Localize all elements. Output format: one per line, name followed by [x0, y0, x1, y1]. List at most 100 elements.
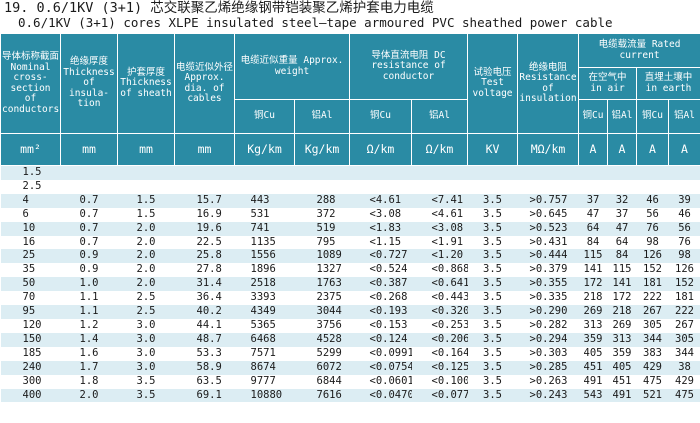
table-cell: 0.7: [60, 221, 118, 236]
table-cell: >0.290: [517, 305, 579, 319]
table-cell: 2.0: [117, 277, 175, 292]
table-cell: 429: [668, 374, 700, 389]
table-cell: 8674: [234, 360, 295, 375]
header-air-cu: 铜Cu: [578, 99, 609, 134]
table-row: 2.5: [0, 179, 700, 194]
table-cell: [411, 165, 468, 180]
header-insulation-resistance: 绝缘电阻 Resistance of insulation: [517, 33, 580, 134]
table-cell: <1.83: [349, 221, 412, 236]
table-cell: <0.868: [411, 263, 468, 278]
unit-cell: Kg/km: [234, 133, 295, 166]
table-cell: 2375: [294, 291, 350, 306]
table-cell: 2.5: [117, 291, 175, 306]
table-cell: 2.5: [117, 305, 175, 319]
table-cell: 50: [0, 277, 61, 292]
table-cell: 40.2: [174, 305, 235, 319]
table-cell: 172: [578, 277, 608, 292]
units-row: mm² mm mm mm Kg/km Kg/km Ω/km Ω/km KV MΩ/km A A A A: [0, 133, 700, 166]
table-cell: 70: [0, 291, 61, 306]
table-cell: 3.5: [467, 249, 518, 264]
table-cell: 32: [607, 193, 637, 208]
table-cell: [607, 179, 637, 194]
table-cell: 3.0: [117, 318, 175, 333]
table-cell: <0.164: [411, 346, 468, 361]
table-row: 10 0.7 2.0 19.6 741 519 <1.83 <3.08 3.5 >0.523 64 4…: [0, 221, 700, 236]
table-cell: <1.91: [411, 235, 468, 250]
table-cell: 7571: [234, 346, 295, 361]
table-cell: 1.0: [60, 277, 118, 292]
table-cell: 1.5: [117, 193, 175, 208]
table-row: 300 1.8 3.5 63.5 9777 6844 <0.0601 <0.100 3.5 >0.…: [0, 374, 700, 389]
header-air-al: 铝Al: [607, 99, 638, 134]
table-cell: 10: [0, 221, 61, 236]
table-cell: 383: [636, 346, 669, 361]
table-cell: 3.5: [467, 277, 518, 292]
table-cell: 405: [607, 360, 637, 375]
table-cell: <0.320: [411, 305, 468, 319]
table-cell: 35: [0, 263, 61, 278]
table-cell: 372: [294, 207, 350, 222]
table-cell: 405: [578, 346, 608, 361]
table-cell: 3.0: [117, 360, 175, 375]
table-cell: <1.15: [349, 235, 412, 250]
table-cell: 531: [234, 207, 295, 222]
table-cell: 267: [636, 305, 669, 319]
table-cell: <0.0601: [349, 374, 412, 389]
table-cell: [517, 165, 579, 180]
table-cell: 218: [578, 291, 608, 306]
table-cell: <0.0991: [349, 346, 412, 361]
table-cell: 1.7: [60, 360, 118, 375]
table-cell: 141: [607, 277, 637, 292]
table-cell: 1089: [294, 249, 350, 264]
table-cell: 3.5: [467, 193, 518, 208]
table-cell: <0.641: [411, 277, 468, 292]
table-cell: [467, 165, 518, 180]
table-cell: 3.5: [467, 207, 518, 222]
table-row: 35 0.9 2.0 27.8 1896 1327 <0.524 <0.868 3.5 >0.37…: [0, 263, 700, 278]
table-cell: <0.0754: [349, 360, 412, 375]
table-cell: 2.5: [0, 179, 61, 194]
table-cell: 218: [607, 305, 637, 319]
table-cell: 1.2: [60, 318, 118, 333]
table-cell: [411, 179, 468, 194]
table-cell: [349, 179, 412, 194]
table-cell: 1.8: [60, 374, 118, 389]
table-cell: >0.431: [517, 235, 579, 250]
table-cell: [607, 165, 637, 180]
table-cell: <0.268: [349, 291, 412, 306]
table-cell: >0.294: [517, 332, 579, 347]
unit-cell: mm²: [0, 133, 61, 166]
table-cell: 0.7: [60, 235, 118, 250]
table-cell: 47: [578, 207, 608, 222]
table-cell: [234, 179, 295, 194]
table-cell: [117, 165, 175, 180]
table-cell: 1.1: [60, 291, 118, 306]
header-dc-resistance: 导体直流电阻 DC resistance of conductor: [349, 33, 469, 100]
table-cell: 44.1: [174, 318, 235, 333]
header-insulation: 绝缘厚度 Thickness of insula-tion: [60, 33, 118, 134]
table-cell: 359: [578, 332, 608, 347]
table-cell: [174, 179, 235, 194]
table-cell: 269: [578, 305, 608, 319]
table-cell: 141: [578, 263, 608, 278]
table-cell: 69.1: [174, 388, 235, 403]
table-cell: 491: [607, 388, 637, 403]
table-cell: 3044: [294, 305, 350, 319]
table-cell: >0.523: [517, 221, 579, 236]
table-cell: [349, 165, 412, 180]
table-cell: 267: [668, 318, 700, 333]
table-cell: 181: [636, 277, 669, 292]
table-cell: 39: [668, 193, 700, 208]
header-weight-al: 铝Al: [293, 99, 351, 134]
table-title-cn: 19. 0.6/1KV (3+1) 芯交联聚乙烯绝缘钢带铠装聚乙烯护套电力电缆: [4, 0, 434, 16]
table-cell: 475: [636, 374, 669, 389]
table-cell: 400: [0, 388, 61, 403]
table-cell: 47: [607, 221, 637, 236]
table-cell: [234, 165, 295, 180]
table-cell: 152: [636, 263, 669, 278]
table-cell: 46: [668, 207, 700, 222]
table-row: 240 1.7 3.0 58.9 8674 6072 <0.0754 <0.125 3.5 >0.…: [0, 360, 700, 375]
table-cell: 1135: [234, 235, 295, 250]
table-cell: [668, 179, 700, 194]
table-cell: [294, 165, 350, 180]
